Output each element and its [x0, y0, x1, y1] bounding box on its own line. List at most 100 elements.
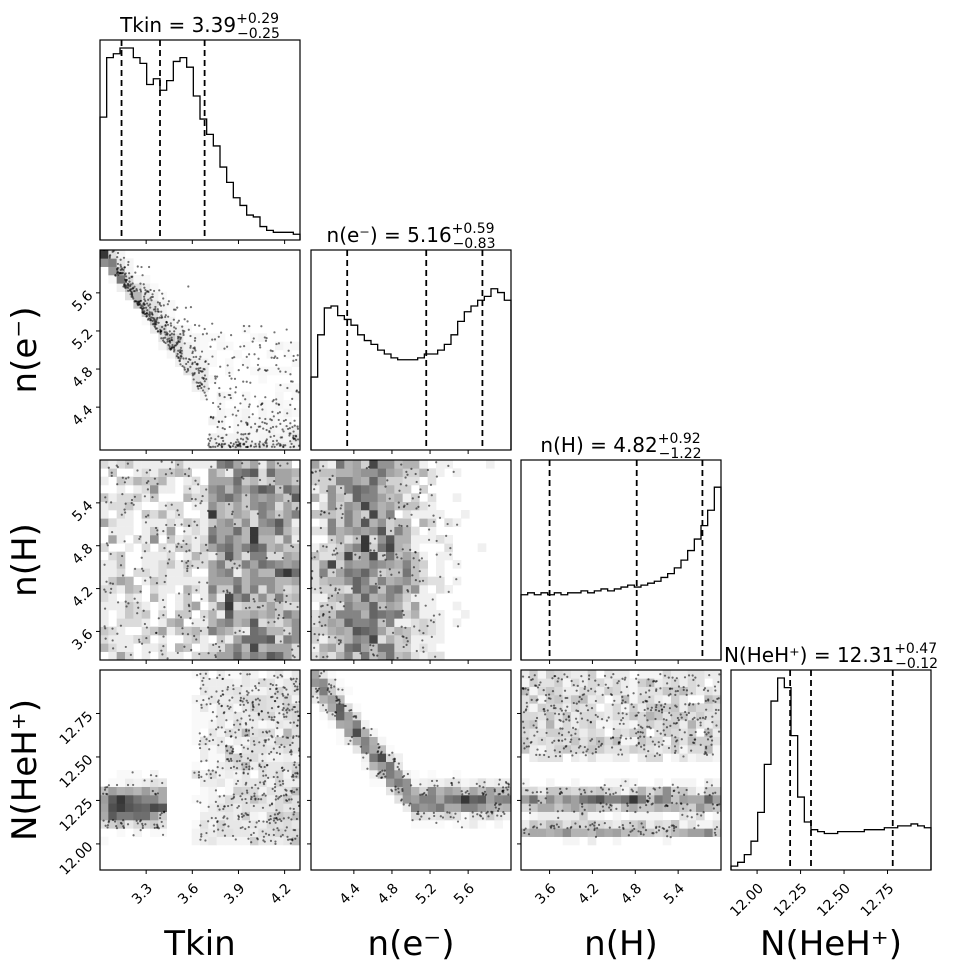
scatter-point	[288, 427, 291, 430]
scatter-point	[179, 616, 183, 619]
scatter-point	[308, 643, 310, 645]
density-cell	[125, 651, 134, 660]
density-cell	[336, 678, 345, 687]
scatter-point	[246, 791, 249, 794]
density-cell	[571, 786, 580, 796]
scatter-point	[545, 787, 549, 790]
density-cell	[133, 501, 142, 511]
density-cell	[108, 593, 117, 602]
scatter-point	[583, 685, 587, 688]
scatter-point	[521, 720, 525, 723]
scatter-point	[291, 773, 295, 777]
density-cell	[233, 761, 242, 771]
density-cell	[571, 728, 580, 737]
density-cell	[208, 836, 217, 846]
density-cell	[225, 820, 234, 829]
density-cell	[596, 753, 605, 762]
scatter-point	[254, 825, 257, 829]
scatter-point	[586, 709, 590, 712]
scatter-point	[447, 464, 450, 468]
scatter-point	[445, 534, 448, 537]
scatter-point	[343, 704, 346, 708]
scatter-point	[200, 383, 204, 386]
scatter-frame-2	[310, 459, 512, 661]
scatter-point	[482, 786, 485, 789]
scatter-point	[278, 780, 281, 783]
density-cell	[344, 526, 353, 536]
scatter-point	[597, 745, 600, 748]
scatter-point	[233, 562, 236, 565]
scatter-point	[658, 786, 661, 789]
scatter-point	[284, 696, 287, 699]
scatter-point	[580, 717, 584, 720]
density-cell	[327, 711, 337, 721]
scatter-point	[186, 567, 189, 570]
scatter-point	[431, 598, 434, 601]
scatter-point	[141, 274, 144, 277]
density-cell	[411, 795, 420, 804]
scatter-point	[211, 417, 215, 420]
density-cell	[712, 778, 721, 787]
scatter-point	[204, 690, 207, 693]
density-cell	[436, 560, 445, 569]
density-cell	[275, 695, 284, 704]
scatter-point	[588, 674, 591, 677]
scatter-point	[579, 744, 582, 748]
density-cell	[344, 535, 353, 544]
density-cell	[258, 635, 267, 644]
density-cell	[604, 736, 613, 746]
density-cell	[444, 551, 453, 561]
scatter-point	[697, 702, 700, 705]
scatter-point	[624, 707, 627, 710]
density-cell	[233, 643, 242, 652]
scatter-point	[140, 304, 143, 307]
scatter-point	[197, 771, 201, 774]
scatter-point	[349, 739, 352, 742]
density-cell	[361, 518, 370, 527]
density-cell	[436, 786, 445, 796]
scatter-point	[134, 299, 137, 303]
scatter-point	[251, 689, 254, 692]
scatter-point	[123, 481, 127, 484]
density-cell	[125, 803, 134, 812]
density-cell	[250, 610, 259, 619]
scatter-point	[154, 631, 158, 635]
scatter-point	[591, 752, 594, 755]
scatter-point	[122, 825, 125, 828]
scatter-point	[283, 354, 286, 358]
density-cell	[175, 601, 184, 611]
density-cell	[411, 635, 420, 644]
density-cell	[344, 610, 353, 619]
density-cell	[233, 576, 242, 586]
density-cell	[200, 643, 209, 652]
scatter-point	[292, 359, 295, 362]
scatter-point	[218, 386, 221, 390]
scatter-point	[208, 439, 212, 442]
density-cell	[687, 828, 697, 837]
scatter-point	[143, 779, 146, 782]
scatter-point	[711, 792, 715, 795]
scatter-point	[271, 683, 274, 687]
scatter-point	[214, 375, 217, 378]
density-cell	[587, 753, 597, 762]
scatter-point	[574, 732, 577, 735]
scatter-point	[290, 753, 293, 756]
scatter-point	[409, 548, 412, 551]
scatter-point	[235, 760, 239, 763]
scatter-point	[410, 784, 413, 787]
density-cell	[319, 626, 328, 636]
scatter-point	[587, 828, 590, 831]
density-cell	[233, 416, 242, 426]
density-cell	[654, 686, 663, 696]
density-cell	[233, 703, 242, 712]
scatter-point	[195, 674, 199, 677]
scatter-point	[140, 556, 143, 559]
scatter-point	[258, 443, 261, 446]
density-cell	[116, 275, 126, 284]
density-cell	[402, 576, 412, 586]
density-cell	[654, 711, 663, 721]
density-cell	[696, 686, 705, 696]
scatter-point	[577, 700, 581, 703]
density-cell	[216, 770, 226, 779]
density-cell	[258, 626, 267, 636]
